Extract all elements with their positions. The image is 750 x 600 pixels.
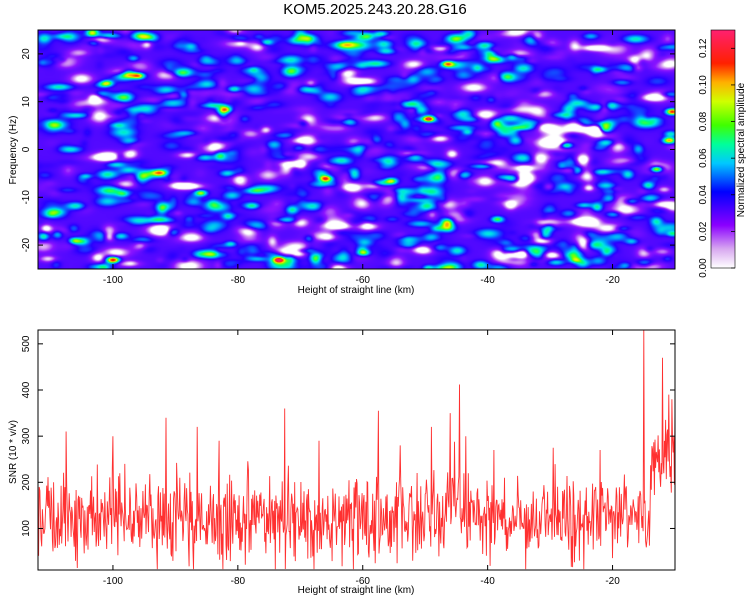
x-tick-label: -40 xyxy=(480,275,495,286)
colorbar-tick-label: 0.08 xyxy=(698,111,709,131)
y-tick-label: 300 xyxy=(21,427,32,444)
x-tick-label: -40 xyxy=(480,576,495,587)
x-tick-label: -100 xyxy=(103,275,123,286)
x-tick-label: -60 xyxy=(356,576,371,587)
colorbar-tick-label: 0.06 xyxy=(698,148,709,168)
y-tick-label: -10 xyxy=(21,190,32,205)
colorbar-ticks: 0.00 0.02 0.04 0.06 0.08 0.10 0.12 xyxy=(698,38,735,278)
colorbar-tick-label: 0.02 xyxy=(698,221,709,241)
snr-frame xyxy=(37,329,676,571)
spectrogram-y-ticks: -20 -10 0 10 20 xyxy=(21,48,675,252)
snr-y-axis-label: SNR (10 * v/v) xyxy=(8,420,19,484)
y-tick-label: 500 xyxy=(21,335,32,352)
colorbar: 0.00 0.02 0.04 0.06 0.08 0.10 0.12 Normalized … xyxy=(698,29,747,278)
figure-title: KOM5.2025.243.20.28.G16 xyxy=(283,1,467,18)
snr-panel: -100 -80 -60 -40 -20 100 200 300 400 500 Height … xyxy=(8,329,676,596)
spectrogram-x-axis-label: Height of straight line (km) xyxy=(298,285,415,296)
x-tick-label: -100 xyxy=(103,576,123,587)
colorbar-tick-label: 0.12 xyxy=(698,38,709,58)
snr-y-ticks: 100 200 300 400 500 xyxy=(21,335,675,537)
y-tick-label: 10 xyxy=(21,96,32,108)
colorbar-tick-label: 0.00 xyxy=(698,258,709,278)
x-tick-label: -20 xyxy=(605,275,620,286)
y-tick-label: 0 xyxy=(21,146,32,152)
spectrogram-x-ticks: -100 -80 -60 -40 -20 xyxy=(103,30,620,286)
colorbar-tick-label: 0.04 xyxy=(698,185,709,205)
y-tick-label: 100 xyxy=(21,520,32,537)
y-tick-label: 400 xyxy=(21,381,32,398)
x-tick-label: -60 xyxy=(356,275,371,286)
colorbar-tick-label: 0.10 xyxy=(698,75,709,95)
x-tick-label: -80 xyxy=(231,275,246,286)
snr-x-axis-label: Height of straight line (km) xyxy=(298,585,415,596)
y-tick-label: 20 xyxy=(21,48,32,60)
spectrogram-y-axis-label: Frequency (Hz) xyxy=(8,116,19,185)
snr-series-line xyxy=(38,330,675,570)
colorbar-label: Normalized spectral amplitude xyxy=(736,82,747,217)
x-tick-label: -80 xyxy=(231,576,246,587)
y-tick-label: -20 xyxy=(21,237,32,252)
snr-x-ticks: -100 -80 -60 -40 -20 xyxy=(103,330,620,587)
x-tick-label: -20 xyxy=(605,576,620,587)
colorbar-gradient xyxy=(710,29,736,269)
y-tick-label: 200 xyxy=(21,474,32,491)
